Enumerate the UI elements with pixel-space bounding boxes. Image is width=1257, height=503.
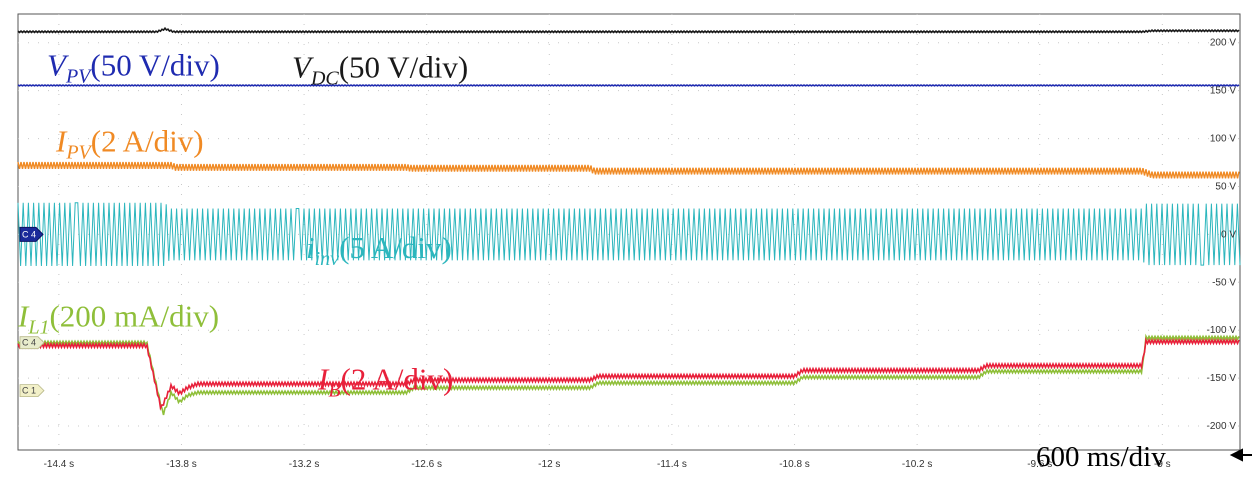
trace-vdc [17,26,1240,34]
timebase-label: 600 ms/div [1036,441,1166,473]
y-tick-label: -150 V [1207,373,1237,384]
x-tick-label: -12.6 s [411,459,442,470]
channel-marker: C 1 [19,384,45,397]
x-tick-label: -13.2 s [289,459,320,470]
svg-text:C 4: C 4 [22,229,36,239]
x-tick-label: -9.6 s [1027,459,1052,470]
timebase-group: 600 ms/div [1036,441,1252,473]
x-tick-label: -14.4 s [44,459,75,470]
trigger-arrow-icon [1229,448,1252,462]
channel-markers: C 4 C 4 C 1 [19,226,45,397]
x-tick-label: -13.8 s [166,459,197,470]
svg-text:C 4: C 4 [22,338,36,348]
trace-il1 [17,333,1240,416]
traces [17,26,1241,416]
channel-labels: VPV(50 V/div) VDC(50 V/div) IPV(2 A/div) ii… [17,47,468,401]
x-tick-label: -9 s [1154,459,1171,470]
y-tick-label: -200 V [1207,421,1237,432]
channel-marker: C 4 [19,226,44,242]
trace-ib [17,337,1240,411]
trace-ipv [17,161,1240,179]
x-tick-label: -10.2 s [902,459,933,470]
y-tick-label: 100 V [1210,134,1236,145]
label-ib: IB(2 A/div) [317,362,453,402]
svg-text:C 1: C 1 [22,386,36,396]
label-vdc: VDC(50 V/div) [292,50,468,90]
trace-vpv [17,84,1240,87]
x-tick-labels: -14.4 s -13.8 s -13.2 s -12.6 s -12 s -11.4 s… [44,459,1171,470]
y-tick-label: 0 V [1221,229,1236,240]
y-tick-label: 50 V [1215,181,1236,192]
y-tick-labels: 200 V 150 V 100 V 50 V 0 V -50 V -100 V -150 V -… [1207,38,1237,432]
plot-frame [17,13,1241,451]
y-tick-label: 200 V [1210,38,1236,49]
label-iinv: iinv(5 A/div) [306,230,452,270]
channel-marker: C 4 [19,336,45,350]
x-tick-label: -12 s [538,459,560,470]
y-tick-label: -100 V [1207,325,1237,336]
label-ipv: IPV(2 A/div) [55,123,204,163]
x-tick-label: -11.4 s [657,459,687,470]
trace-iinv [17,202,1241,267]
label-il1: IL1(200 mA/div) [17,299,219,339]
label-vpv: VPV(50 V/div) [47,47,220,87]
x-tick-label: -10.8 s [779,459,810,470]
y-tick-label: 150 V [1210,86,1236,97]
y-tick-label: -50 V [1212,277,1236,288]
